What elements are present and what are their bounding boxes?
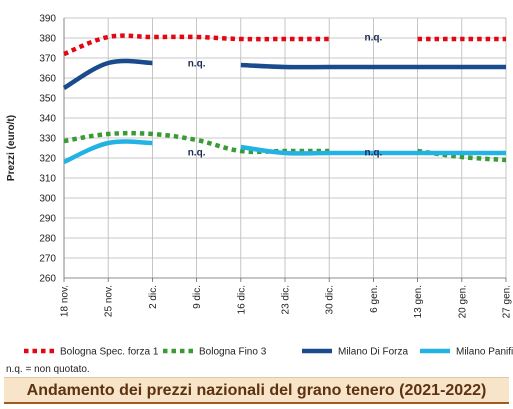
legend-label: Milano Di Forza [338, 347, 408, 358]
legend: Bologna Spec. forza 1 Bologna Fino 3 Milan… [24, 347, 513, 358]
x-tick-label: 16 dic. [236, 285, 247, 314]
x-tick-label: 18 nov. [60, 285, 71, 317]
annotations: n.q. n.q. n.q. n.q. [188, 33, 383, 159]
chart-title: Andamento dei prezzi nazionali del grano… [26, 382, 487, 399]
x-tick-label: 20 gen. [457, 285, 468, 318]
x-tick-label: 25 nov. [104, 285, 115, 317]
x-tick-label: 6 gen. [369, 285, 380, 313]
x-tick-label: 13 gen. [413, 285, 424, 318]
legend-item: Bologna Fino 3 [163, 347, 267, 358]
legend-label: Bologna Fino 3 [199, 347, 267, 358]
y-tick-label: 370 [39, 54, 56, 65]
y-tick-label: 300 [39, 194, 56, 205]
x-tick-label: 2 dic. [148, 285, 159, 309]
legend-item: Milano Panificabile [420, 347, 513, 358]
nq-annotation: n.q. [365, 148, 383, 159]
y-tick-label: 270 [39, 254, 56, 265]
x-tick-label: 23 dic. [281, 285, 292, 314]
y-tick-label: 350 [39, 94, 56, 105]
legend-label: Bologna Spec. forza 1 [60, 347, 159, 358]
grid-lines [63, 17, 507, 279]
y-tick-label: 320 [39, 154, 56, 165]
title-bar: Andamento dei prezzi nazionali del grano… [4, 377, 509, 404]
y-tick-label: 380 [39, 34, 56, 45]
x-axis: 18 nov. 25 nov. 2 dic. 9 dic. 16 dic. 23 dic.… [60, 277, 513, 318]
nq-annotation: n.q. [365, 33, 383, 44]
nq-annotation: n.q. [188, 148, 206, 159]
y-tick-label: 280 [39, 234, 56, 245]
series-milano-di-forza [62, 58, 506, 90]
legend-label: Milano Panificabile [456, 347, 513, 358]
series-line [63, 139, 153, 165]
legend-item: Milano Di Forza [302, 347, 408, 358]
series-line [62, 58, 153, 90]
footnote: n.q. = non quotato. [6, 364, 90, 375]
y-axis: 260 270 280 290 300 310 320 330 340 350 360 370 380 3… [39, 14, 65, 285]
y-tick-label: 310 [39, 174, 56, 185]
series-line [240, 144, 506, 156]
series-milano-panificabile [63, 139, 506, 165]
series-layer [62, 33, 507, 165]
x-tick-label: 9 dic. [192, 285, 203, 309]
x-tick-label: 27 gen. [502, 285, 513, 318]
y-tick-label: 290 [39, 214, 56, 225]
legend-item: Bologna Spec. forza 1 [24, 347, 159, 358]
nq-annotation: n.q. [188, 59, 206, 70]
y-tick-label: 390 [39, 14, 56, 25]
y-tick-label: 330 [39, 134, 56, 145]
y-axis-label: Prezzi (euro/t) [6, 115, 17, 181]
series-line [240, 62, 506, 70]
series-bologna-spec-forza-1 [63, 33, 506, 57]
x-tick-label: 30 dic. [325, 285, 336, 314]
y-tick-label: 360 [39, 74, 56, 85]
y-tick-label: 260 [39, 274, 56, 285]
y-tick-label: 340 [39, 114, 56, 125]
series-line [63, 33, 330, 57]
